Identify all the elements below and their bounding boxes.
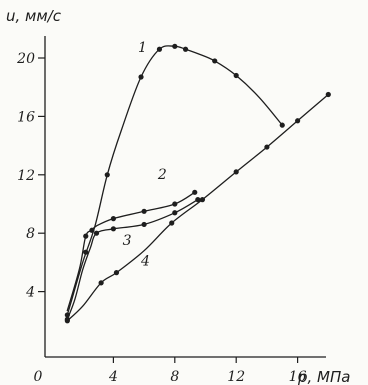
y-tick-label: 4: [25, 285, 35, 301]
series-3: 3: [64, 197, 201, 322]
x-tick-label: 0: [34, 369, 43, 385]
y-axis-label: u, мм/с: [6, 7, 62, 25]
x-tick-label: 4: [108, 369, 118, 385]
data-point: [264, 144, 270, 150]
data-point: [279, 122, 285, 128]
series-label-4: 4: [140, 253, 150, 269]
data-point: [89, 227, 95, 233]
tick-group: 0 4 8 12 16 4 8 12 16 20: [16, 51, 306, 385]
data-point: [325, 91, 331, 98]
x-tick-label: 12: [227, 369, 245, 385]
series-1: 1: [64, 40, 285, 318]
series-line-1: [66, 45, 283, 316]
data-point: [141, 208, 147, 214]
data-point: [110, 216, 116, 222]
data-point: [83, 249, 89, 255]
data-point: [138, 74, 144, 80]
data-point: [233, 169, 239, 175]
series-label-1: 1: [138, 40, 147, 56]
series-line-2: [66, 191, 196, 312]
data-point: [64, 318, 70, 324]
data-point: [295, 118, 301, 124]
data-point: [156, 46, 163, 52]
series-2: 2: [66, 167, 198, 312]
x-axis-label: p, МПа: [297, 368, 350, 385]
data-point: [172, 201, 178, 207]
data-point: [110, 226, 116, 232]
series-label-2: 2: [157, 167, 167, 183]
series-4: 4: [64, 91, 331, 324]
data-point: [172, 43, 178, 49]
data-point: [195, 197, 201, 203]
series-label-3: 3: [123, 233, 132, 249]
x-tick-label: 16: [289, 369, 307, 385]
data-point: [104, 172, 110, 178]
data-point: [93, 230, 100, 236]
data-point: [169, 220, 175, 226]
data-point: [212, 58, 218, 64]
data-point: [199, 197, 206, 203]
data-point: [172, 210, 178, 216]
data-point: [233, 72, 239, 79]
data-point: [83, 233, 89, 239]
y-tick-label: 16: [17, 109, 35, 125]
data-point: [98, 280, 104, 286]
y-tick-label: 20: [16, 51, 35, 67]
series-group: 1 2 34: [64, 40, 331, 324]
y-tick-label: 8: [26, 226, 35, 242]
data-point: [141, 221, 147, 228]
x-tick-label: 8: [170, 369, 179, 385]
y-tick-label: 12: [17, 168, 35, 184]
data-point: [182, 46, 189, 52]
data-point: [192, 189, 198, 195]
axes: [44, 36, 326, 358]
series-line-4: [66, 93, 329, 322]
data-point: [113, 270, 120, 276]
